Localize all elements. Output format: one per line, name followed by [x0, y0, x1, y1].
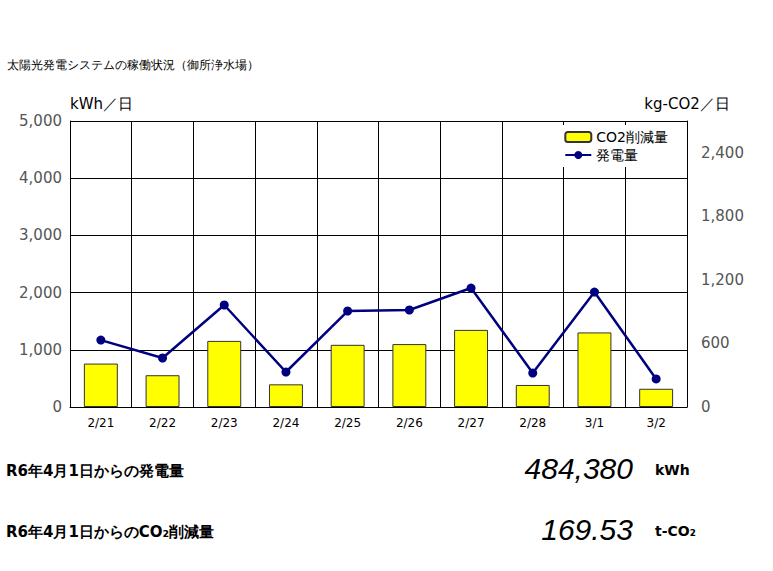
svg-text:2/22: 2/22 — [149, 416, 176, 430]
html-text:R6年4月1日からのCO₂削減量: R6年4月1日からのCO₂削減量 — [6, 523, 215, 541]
svg-text:kWh／日: kWh／日 — [70, 95, 133, 113]
svg-text:2,000: 2,000 — [19, 284, 62, 302]
svg-text:kg-CO2／日: kg-CO2／日 — [644, 95, 729, 113]
svg-text:2/27: 2/27 — [458, 416, 485, 430]
svg-text:3/2: 3/2 — [646, 416, 665, 430]
svg-text:3,000: 3,000 — [19, 226, 62, 244]
svg-text:5,000: 5,000 — [19, 112, 62, 130]
svg-text:1,200: 1,200 — [701, 271, 744, 289]
svg-text:発電量: 発電量 — [596, 147, 638, 163]
svg-text:0: 0 — [701, 398, 711, 416]
html-text:484,380: 484,380 — [524, 452, 633, 485]
svg-text:2,400: 2,400 — [701, 144, 744, 162]
svg-text:1,800: 1,800 — [701, 207, 744, 225]
html-text:R6年4月1日からの発電量: R6年4月1日からの発電量 — [6, 462, 184, 480]
svg-text:2/21: 2/21 — [87, 416, 114, 430]
svg-text:2/25: 2/25 — [334, 416, 361, 430]
svg-text:太陽光発電システムの稼働状況（御所浄水場）: 太陽光発電システムの稼働状況（御所浄水場） — [7, 58, 259, 72]
svg-text:3/1: 3/1 — [585, 416, 604, 430]
svg-text:600: 600 — [701, 334, 730, 352]
svg-text:2/28: 2/28 — [519, 416, 546, 430]
html-text:kWh: kWh — [655, 462, 690, 478]
svg-text:2/23: 2/23 — [211, 416, 238, 430]
html-text:t-CO₂: t-CO₂ — [655, 523, 696, 539]
svg-text:0: 0 — [52, 398, 62, 416]
svg-text:1,000: 1,000 — [19, 341, 62, 359]
svg-text:2/26: 2/26 — [396, 416, 423, 430]
svg-text:2/24: 2/24 — [272, 416, 299, 430]
html-text:169.53: 169.53 — [541, 513, 633, 546]
svg-text:4,000: 4,000 — [19, 169, 62, 187]
svg-text:CO2削減量: CO2削減量 — [596, 129, 668, 145]
